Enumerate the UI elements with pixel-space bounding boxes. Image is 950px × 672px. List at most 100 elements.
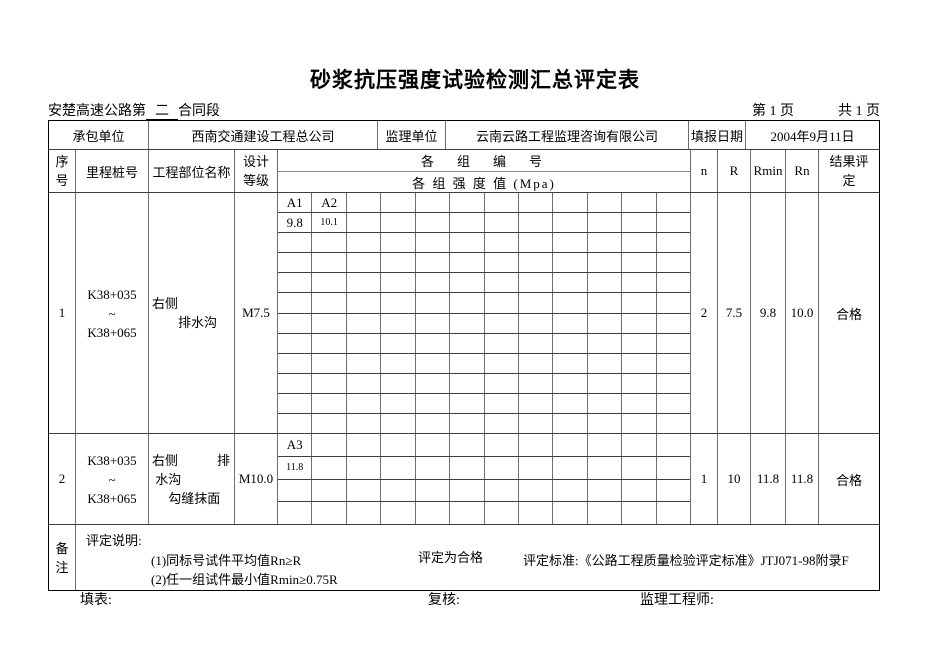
group-grid-cell bbox=[381, 293, 416, 313]
group-grid-cell bbox=[312, 479, 347, 502]
group-grid: A3 11.8 bbox=[278, 434, 691, 524]
table-row: 2 K38+035 ~ K38+065 右侧 排 水沟 勾缝抹面 M10.0 A… bbox=[49, 434, 879, 525]
seq-cell: 1 bbox=[49, 193, 76, 433]
group-grid-cell bbox=[312, 393, 347, 413]
group-grid-cell bbox=[485, 479, 519, 502]
group-grid-row bbox=[278, 479, 690, 503]
group-grid-cell bbox=[588, 456, 623, 479]
rmin-cell: 11.8 bbox=[751, 434, 786, 524]
remark-body: 评定说明: (1)同标号试件平均值Rn≥R 评定为合格 评定标准:《公路工程质量… bbox=[76, 525, 879, 590]
group-grid-cell bbox=[347, 393, 382, 413]
date-value: 2004年9月11日 bbox=[770, 128, 855, 144]
group-grid-cell bbox=[347, 193, 382, 213]
group-grid-cell bbox=[416, 253, 451, 273]
header-grade: 设计 等级 bbox=[235, 150, 278, 192]
group-grid-cell: A2 bbox=[312, 193, 347, 213]
group-grid-cell bbox=[485, 373, 519, 393]
group-grid-cell bbox=[588, 233, 623, 253]
group-grid-cell bbox=[485, 193, 519, 213]
group-grid-cell bbox=[588, 393, 623, 413]
supervisor-engineer-label: 监理工程师: bbox=[640, 593, 714, 608]
group-grid-cell bbox=[416, 456, 451, 479]
group-grid-cell bbox=[657, 293, 690, 312]
group-grid-cell bbox=[450, 393, 485, 413]
group-grid-cell bbox=[381, 479, 416, 502]
group-grid-cell bbox=[588, 502, 623, 524]
group-grid-cell bbox=[347, 413, 382, 433]
group-grid-cell bbox=[278, 313, 313, 333]
group-grid-cell bbox=[381, 502, 416, 524]
group-grid-cell bbox=[622, 293, 657, 313]
group-grid-cell bbox=[278, 373, 313, 393]
group-grid-cell bbox=[416, 434, 451, 456]
group-grid-cell bbox=[485, 456, 519, 479]
group-grid-cell bbox=[519, 333, 554, 353]
group-grid-row bbox=[278, 273, 690, 294]
group-grid-cell bbox=[450, 479, 485, 502]
group-grid-cell bbox=[622, 456, 657, 479]
group-grid-cell bbox=[381, 373, 416, 393]
group-grid-cell bbox=[657, 314, 690, 333]
group-grid-row bbox=[278, 253, 690, 274]
group-grid-cell bbox=[588, 253, 623, 273]
group-grid-row: A3 bbox=[278, 434, 690, 457]
group-grid-cell bbox=[553, 333, 588, 353]
group-grid-cell bbox=[381, 456, 416, 479]
group-grid-cell bbox=[347, 273, 382, 293]
group-grid-row bbox=[278, 373, 690, 394]
group-grid-cell bbox=[485, 253, 519, 273]
group-grid-cell bbox=[622, 373, 657, 393]
remark-standard: 评定标准:《公路工程质量检验评定标准》JTJ071-98附录F bbox=[523, 553, 849, 568]
group-grid-cell bbox=[588, 353, 623, 373]
group-grid-cell bbox=[312, 353, 347, 373]
page-title: 砂浆抗压强度试验检测汇总评定表 bbox=[310, 68, 640, 92]
group-grid-cell bbox=[347, 233, 382, 253]
header-group-strength: 各 组 强 度 值 (Mpa) bbox=[412, 175, 556, 191]
group-grid-cell bbox=[588, 434, 623, 456]
group-grid-cell bbox=[657, 273, 690, 292]
group-grid-cell bbox=[278, 253, 313, 273]
summary-table: 承包单位 西南交通建设工程总公司 监理单位 云南云路工程监理咨询有限公司 填报日… bbox=[48, 120, 880, 591]
group-grid-cell bbox=[312, 413, 347, 433]
header-group-number: 各 组 编 号 bbox=[278, 150, 690, 172]
group-grid: A1 A2 9.8 10.1 bbox=[278, 193, 691, 433]
part-cell: 右侧 排 水沟 勾缝抹面 bbox=[149, 434, 235, 524]
grade-cell: M10.0 bbox=[235, 434, 278, 524]
group-grid-cell bbox=[657, 253, 690, 272]
group-grid-cell bbox=[381, 273, 416, 293]
group-grid-cell bbox=[312, 456, 347, 479]
group-grid-cell bbox=[485, 502, 519, 524]
group-grid-cell bbox=[278, 502, 313, 524]
group-grid-cell bbox=[312, 253, 347, 273]
group-grid-cell bbox=[450, 502, 485, 524]
group-grid-cell bbox=[347, 253, 382, 273]
group-grid-cell bbox=[450, 456, 485, 479]
remark-heading: 评定说明: bbox=[86, 533, 142, 548]
group-grid-row: 11.8 bbox=[278, 456, 690, 480]
group-grid-cell bbox=[553, 502, 588, 524]
group-grid-cell bbox=[622, 479, 657, 502]
group-grid-cell bbox=[416, 313, 451, 333]
group-grid-cell bbox=[485, 353, 519, 373]
group-grid-cell bbox=[278, 413, 313, 433]
remark-item-2: (2)任一组试件最小值Rmin≥0.75R bbox=[151, 572, 338, 587]
group-grid-cell bbox=[416, 502, 451, 524]
group-grid-cell bbox=[553, 233, 588, 253]
group-grid-cell bbox=[622, 253, 657, 273]
group-grid-cell bbox=[485, 233, 519, 253]
header-rmin: Rmin bbox=[751, 150, 786, 192]
group-grid-cell bbox=[519, 373, 554, 393]
group-grid-cell bbox=[622, 413, 657, 433]
group-grid-cell bbox=[450, 273, 485, 293]
group-grid-cell bbox=[485, 293, 519, 313]
group-grid-cell bbox=[657, 414, 690, 433]
group-grid-cell bbox=[381, 434, 416, 456]
group-grid-cell bbox=[622, 233, 657, 253]
group-grid-cell bbox=[519, 456, 554, 479]
header-rn: Rn bbox=[786, 150, 819, 192]
group-grid-row: 9.8 10.1 bbox=[278, 213, 690, 234]
group-grid-cell: 9.8 bbox=[278, 213, 313, 233]
group-grid-cell bbox=[622, 393, 657, 413]
group-grid-cell bbox=[553, 434, 588, 456]
group-grid-row: A1 A2 bbox=[278, 193, 690, 214]
